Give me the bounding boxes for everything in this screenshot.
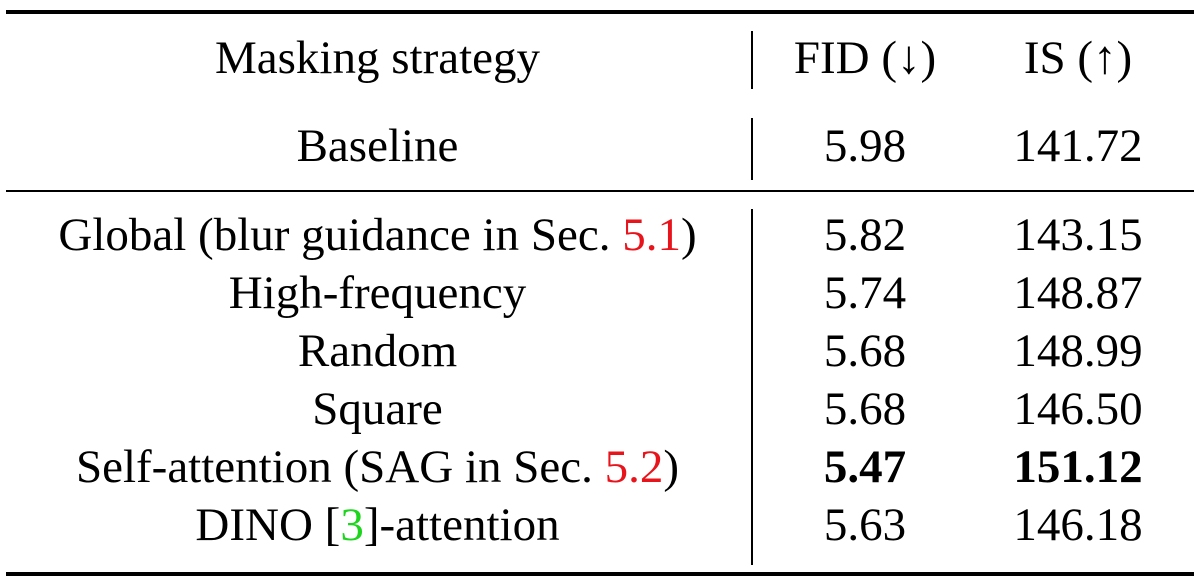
table-row-is-best: 151.12 xyxy=(1013,441,1143,493)
middle-rule xyxy=(6,190,1194,192)
baseline-column-separator xyxy=(751,118,753,180)
header-fid: FID (↓) xyxy=(793,32,937,84)
table-row-is: 148.87 xyxy=(1013,267,1143,319)
table-row-fid: 5.68 xyxy=(823,325,907,377)
header-masking-strategy: Masking strategy xyxy=(214,32,541,84)
table-row-fid-best: 5.47 xyxy=(823,441,907,493)
table-row-strategy: Global (blur guidance in Sec. 5.1) xyxy=(10,206,745,264)
strategy-text: DINO [ xyxy=(195,499,341,551)
table-row-strategy: Self-attention (SAG in Sec. 5.2) xyxy=(10,438,745,496)
baseline-is: 141.72 xyxy=(1013,120,1143,172)
header-is: IS (↑) xyxy=(1023,32,1133,84)
citation-reference-link[interactable]: 3 xyxy=(340,499,364,551)
strategy-text: Global (blur guidance in Sec. xyxy=(58,209,623,261)
top-rule xyxy=(6,10,1194,14)
table-row-is: 146.18 xyxy=(1013,499,1143,551)
table-row-strategy: Random xyxy=(297,325,458,377)
baseline-fid: 5.98 xyxy=(823,120,907,172)
table-row-is: 143.15 xyxy=(1013,209,1143,261)
table-row-is: 148.99 xyxy=(1013,325,1143,377)
table-row-fid: 5.82 xyxy=(823,209,907,261)
table-row-strategy: Square xyxy=(312,383,443,435)
section-reference-link[interactable]: 5.1 xyxy=(622,209,681,261)
baseline-strategy: Baseline xyxy=(296,120,459,172)
table-row-strategy: DINO [3]-attention xyxy=(10,496,745,554)
strategy-text-suffix: ) xyxy=(663,441,680,493)
table-row-strategy: High-frequency xyxy=(228,267,527,319)
table-row-fid: 5.68 xyxy=(823,383,907,435)
bottom-rule xyxy=(6,572,1194,576)
body-column-separator xyxy=(751,209,753,565)
strategy-text: Self-attention (SAG in Sec. xyxy=(75,441,605,493)
section-reference-link[interactable]: 5.2 xyxy=(604,441,664,493)
header-column-separator xyxy=(751,31,753,89)
table-row-fid: 5.63 xyxy=(823,499,907,551)
table-row-is: 146.50 xyxy=(1013,383,1143,435)
table-row-fid: 5.74 xyxy=(823,267,907,319)
strategy-text-suffix: ]-attention xyxy=(363,499,560,551)
strategy-text-suffix: ) xyxy=(680,209,697,261)
